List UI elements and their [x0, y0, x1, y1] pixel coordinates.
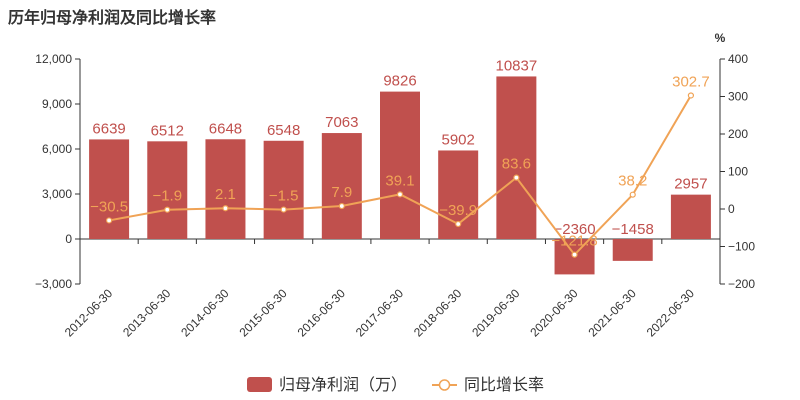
chart-title: 历年归母净利润及同比增长率	[8, 8, 217, 27]
bar	[612, 239, 653, 261]
x-tick-label: 2022-06-30	[644, 286, 698, 340]
bar-value-label: 6648	[209, 120, 242, 137]
line-point	[455, 220, 462, 228]
left-tick-label: −3,000	[35, 277, 72, 291]
bar-value-label: 10837	[496, 57, 538, 74]
x-tick-label: 2013-06-30	[120, 286, 174, 340]
x-tick-label: 2019-06-30	[469, 286, 523, 340]
bar	[496, 76, 537, 239]
bar-value-label: 5902	[441, 131, 474, 148]
x-tick-label: 2012-06-30	[62, 286, 116, 340]
bar	[670, 194, 711, 239]
line-point	[164, 206, 171, 213]
right-tick-label: 300	[728, 90, 748, 104]
line-point	[280, 206, 287, 213]
line-value-label: −1.5	[269, 188, 299, 205]
line-value-label: 38.2	[618, 173, 647, 190]
x-tick-label: 2016-06-30	[295, 286, 349, 340]
bar-value-label: −2360	[553, 221, 595, 238]
x-tick-label: 2021-06-30	[586, 286, 640, 340]
line-value-label: 7.9	[331, 184, 352, 201]
left-tick-label: 12,000	[35, 52, 72, 66]
line-point	[396, 191, 404, 198]
line-value-label: 39.1	[385, 172, 414, 189]
line-point	[687, 92, 695, 99]
right-tick-label: −100	[728, 240, 755, 254]
bar	[321, 133, 362, 239]
left-tick-label: 0	[65, 232, 72, 246]
bar-value-label: 9826	[383, 73, 416, 90]
x-tick-label: 2017-06-30	[353, 286, 407, 340]
left-tick-label: 9,000	[42, 97, 72, 111]
right-tick-label: −200	[728, 277, 755, 291]
right-tick-label: 0	[728, 202, 735, 216]
line-value-label: −39.9	[439, 202, 477, 219]
right-tick-label: 200	[728, 127, 748, 141]
legend-line-label: 同比增长率	[464, 375, 544, 394]
line-point	[629, 191, 636, 198]
bar	[89, 139, 130, 239]
x-tick-label: 2018-06-30	[411, 286, 465, 340]
x-tick-label: 2015-06-30	[236, 286, 290, 340]
left-tick-label: 6,000	[42, 142, 72, 156]
bar-value-label: 6512	[151, 122, 184, 139]
x-tick-label: 2014-06-30	[178, 286, 232, 340]
bar-value-label: 7063	[325, 114, 358, 131]
bar	[205, 139, 246, 239]
x-tick-label: 2020-06-30	[527, 286, 581, 340]
right-tick-label: 100	[728, 165, 748, 179]
line-value-label: 2.1	[215, 186, 236, 203]
bar	[147, 141, 188, 239]
line-value-label: 83.6	[502, 156, 531, 173]
line-point	[105, 217, 113, 224]
legend-bar-label: 归母净利润（万）	[279, 375, 407, 394]
line-value-label: −30.5	[90, 198, 128, 215]
legend-bar-swatch	[247, 377, 272, 392]
legend-line-marker	[438, 379, 451, 391]
right-axis-unit: %	[715, 31, 726, 45]
line-point	[222, 205, 229, 212]
right-tick-label: 400	[728, 52, 748, 66]
bar-value-label: −1458	[612, 221, 654, 238]
bar-value-label: 6548	[267, 122, 300, 139]
bar	[263, 140, 304, 239]
line-point	[571, 251, 578, 258]
bar-value-label: 2957	[674, 176, 707, 193]
line-value-label: 302.7	[672, 73, 710, 90]
line-value-label: −1.9	[152, 188, 182, 205]
line-point	[338, 202, 345, 210]
bar	[380, 91, 420, 239]
line-value-label: −121.8	[551, 233, 597, 250]
bar-value-label: 6639	[92, 120, 125, 137]
line-point	[513, 174, 520, 181]
left-tick-label: 3,000	[42, 187, 72, 201]
